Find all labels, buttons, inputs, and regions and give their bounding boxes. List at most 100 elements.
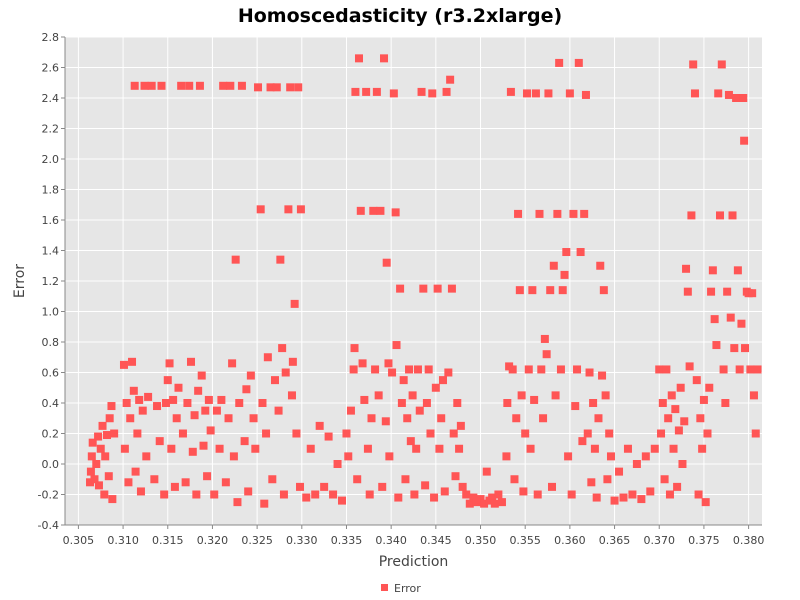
data-point bbox=[131, 467, 140, 476]
data-point bbox=[104, 472, 113, 481]
data-point bbox=[235, 399, 244, 407]
data-point bbox=[646, 487, 655, 496]
data-point bbox=[153, 402, 162, 411]
data-point bbox=[510, 475, 519, 484]
data-point bbox=[508, 365, 517, 374]
data-point bbox=[671, 405, 680, 414]
data-point bbox=[233, 498, 242, 507]
data-point bbox=[657, 429, 666, 438]
data-point bbox=[746, 365, 755, 374]
data-point bbox=[530, 395, 539, 404]
data-point bbox=[346, 406, 355, 415]
data-point bbox=[138, 406, 147, 415]
data-point bbox=[172, 414, 181, 423]
data-point bbox=[589, 399, 598, 407]
data-point bbox=[433, 284, 442, 293]
data-point bbox=[531, 89, 540, 98]
data-point bbox=[292, 429, 301, 438]
data-point bbox=[599, 286, 608, 295]
data-point bbox=[522, 89, 531, 98]
data-point bbox=[708, 266, 717, 275]
data-point bbox=[135, 395, 144, 404]
data-point bbox=[502, 452, 511, 461]
data-point bbox=[488, 493, 497, 502]
y-tick-label: -0.2 bbox=[38, 489, 59, 502]
y-tick-label: 1.4 bbox=[42, 245, 60, 258]
data-point bbox=[447, 284, 456, 293]
y-tick-label: -0.4 bbox=[38, 519, 59, 532]
data-point bbox=[130, 81, 139, 90]
data-point bbox=[98, 421, 107, 430]
x-axis-label: Prediction bbox=[379, 554, 449, 570]
data-point bbox=[296, 205, 305, 214]
data-point bbox=[605, 429, 614, 438]
data-point bbox=[237, 81, 246, 90]
data-point bbox=[105, 414, 114, 423]
data-point bbox=[286, 83, 295, 92]
data-point bbox=[726, 313, 735, 322]
data-point bbox=[749, 391, 758, 400]
y-tick-label: 2.6 bbox=[42, 62, 60, 75]
data-point bbox=[562, 248, 571, 257]
data-point bbox=[628, 490, 637, 499]
data-point bbox=[465, 499, 474, 508]
y-tick-label: 1.8 bbox=[42, 184, 60, 197]
data-point bbox=[396, 284, 405, 293]
data-point bbox=[428, 89, 437, 98]
x-tick-label: 0.340 bbox=[375, 534, 407, 547]
data-point bbox=[96, 444, 105, 453]
data-point bbox=[444, 368, 453, 377]
data-point bbox=[699, 395, 708, 404]
data-point bbox=[279, 490, 288, 499]
data-point bbox=[514, 209, 523, 218]
data-point bbox=[246, 371, 255, 380]
data-point bbox=[251, 444, 260, 453]
data-point bbox=[126, 414, 135, 423]
data-point bbox=[356, 206, 365, 215]
data-point bbox=[717, 60, 726, 69]
data-point bbox=[320, 482, 329, 491]
data-point bbox=[119, 360, 128, 369]
data-point bbox=[564, 452, 573, 461]
data-point bbox=[376, 206, 385, 215]
data-point bbox=[446, 75, 455, 84]
data-point bbox=[272, 83, 281, 92]
data-point bbox=[453, 399, 462, 407]
data-point bbox=[147, 81, 156, 90]
data-point bbox=[556, 365, 565, 374]
data-point bbox=[596, 261, 605, 270]
y-tick-label: 1.0 bbox=[42, 306, 60, 319]
data-point bbox=[623, 444, 632, 453]
data-point bbox=[494, 490, 503, 499]
data-point bbox=[594, 414, 603, 423]
data-point bbox=[174, 383, 183, 392]
data-point bbox=[254, 83, 263, 92]
data-point bbox=[680, 417, 689, 426]
data-point bbox=[100, 490, 109, 499]
data-point bbox=[107, 402, 116, 411]
data-point bbox=[650, 444, 659, 453]
data-point bbox=[406, 437, 415, 446]
data-point bbox=[228, 359, 237, 368]
data-point bbox=[165, 359, 174, 368]
data-point bbox=[388, 368, 397, 377]
data-point bbox=[412, 444, 421, 453]
data-point bbox=[676, 383, 685, 392]
data-point bbox=[662, 365, 671, 374]
data-point bbox=[567, 490, 576, 499]
data-point bbox=[696, 414, 705, 423]
data-point bbox=[683, 287, 692, 296]
data-point bbox=[94, 481, 103, 490]
data-point bbox=[573, 365, 582, 374]
data-point bbox=[397, 399, 406, 407]
data-point bbox=[415, 406, 424, 415]
data-point bbox=[374, 391, 383, 400]
data-point bbox=[405, 365, 414, 374]
data-point bbox=[170, 482, 179, 491]
data-point bbox=[574, 58, 583, 67]
data-point bbox=[206, 426, 215, 435]
data-point bbox=[730, 344, 739, 353]
data-point bbox=[378, 482, 387, 491]
data-point bbox=[583, 429, 592, 438]
data-point bbox=[462, 490, 471, 499]
